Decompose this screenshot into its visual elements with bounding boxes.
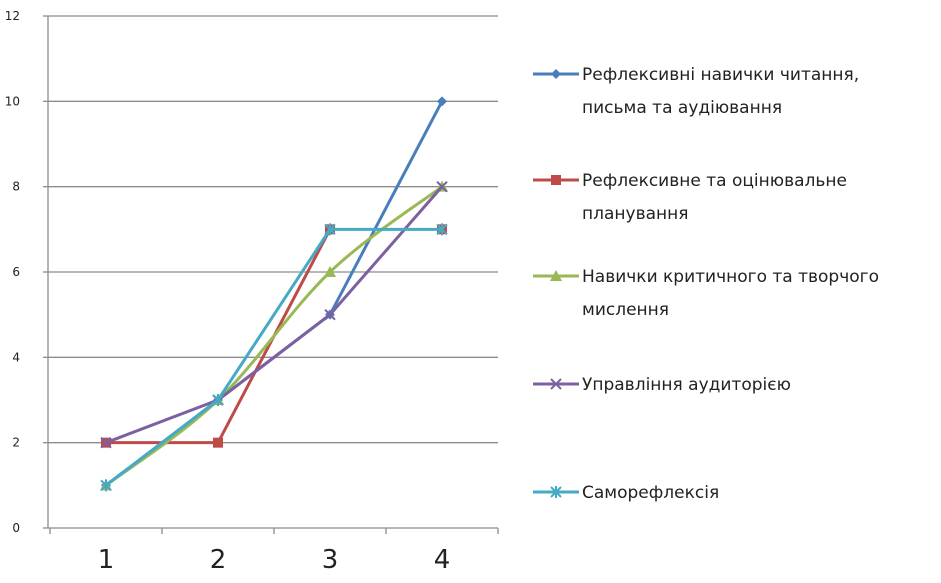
gridlines [48,15,498,444]
series-5-point-4 [436,223,448,236]
legend-label: мислення [582,300,669,320]
legend-swatch-marker [551,175,561,185]
legend-label: Рефлексивні навички читання, [582,65,859,85]
legend-label: планування [582,204,688,224]
y-tick-label: 12 [5,9,20,23]
y-tick-label: 4 [12,350,20,364]
series-4-line [104,185,444,445]
series-lines [100,96,448,492]
legend-label: Рефлексивне та оцінювальне [582,171,847,191]
series-4-point-1 [100,436,112,449]
series-5-line [104,227,444,487]
legend-entry-2: Рефлексивне та оцінювальне планування [533,171,847,224]
x-tick-label: 4 [434,545,451,575]
series-2-point-2 [213,437,223,448]
legend-label: Саморефлексія [582,483,719,503]
series-4-point-3 [324,308,336,321]
series-5-point-1 [100,479,112,492]
series-5-point-3 [324,223,336,236]
legend-entry-3: Навички критичного та творчого мислення [533,267,879,320]
series-1-line [104,99,444,487]
y-tick-label: 2 [12,436,20,450]
x-tick-label: 3 [322,545,339,575]
legend-swatch-marker [550,486,562,498]
series-5-point-2 [212,394,224,406]
legend-label: Управління аудиторією [582,375,791,395]
series-3-line [104,185,444,487]
legend-entry-1: Рефлексивні навички читання, письма та ау… [533,65,859,118]
legend-entry-5: Саморефлексія [533,483,719,503]
series-4-point-4 [436,180,448,193]
series-3-point-3 [324,266,336,277]
legend-swatch-marker [551,69,561,79]
legend-swatch-marker [550,378,562,390]
legend-entry-4: Управління аудиторією [533,375,791,395]
legend-label: Навички критичного та творчого [582,267,879,287]
legend-swatch-marker [550,270,562,281]
x-tick-label: 2 [210,545,227,575]
legend: Рефлексивні навички читання, письма та ау… [533,65,879,503]
series-1 [101,96,447,491]
series-1-point-4 [437,96,447,107]
x-tick-label: 1 [98,545,115,575]
series-2-line [104,227,332,445]
y-tick-label: 6 [12,265,20,279]
y-tick-label: 8 [12,180,20,194]
y-tick-label: 0 [12,521,20,535]
series-5 [100,223,448,492]
y-tick-label: 10 [5,94,20,108]
legend-label: письма та аудіювання [582,98,782,118]
